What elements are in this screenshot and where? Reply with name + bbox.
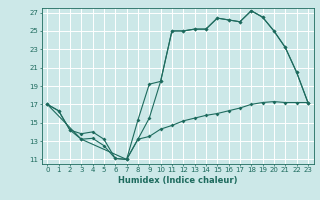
X-axis label: Humidex (Indice chaleur): Humidex (Indice chaleur): [118, 176, 237, 185]
